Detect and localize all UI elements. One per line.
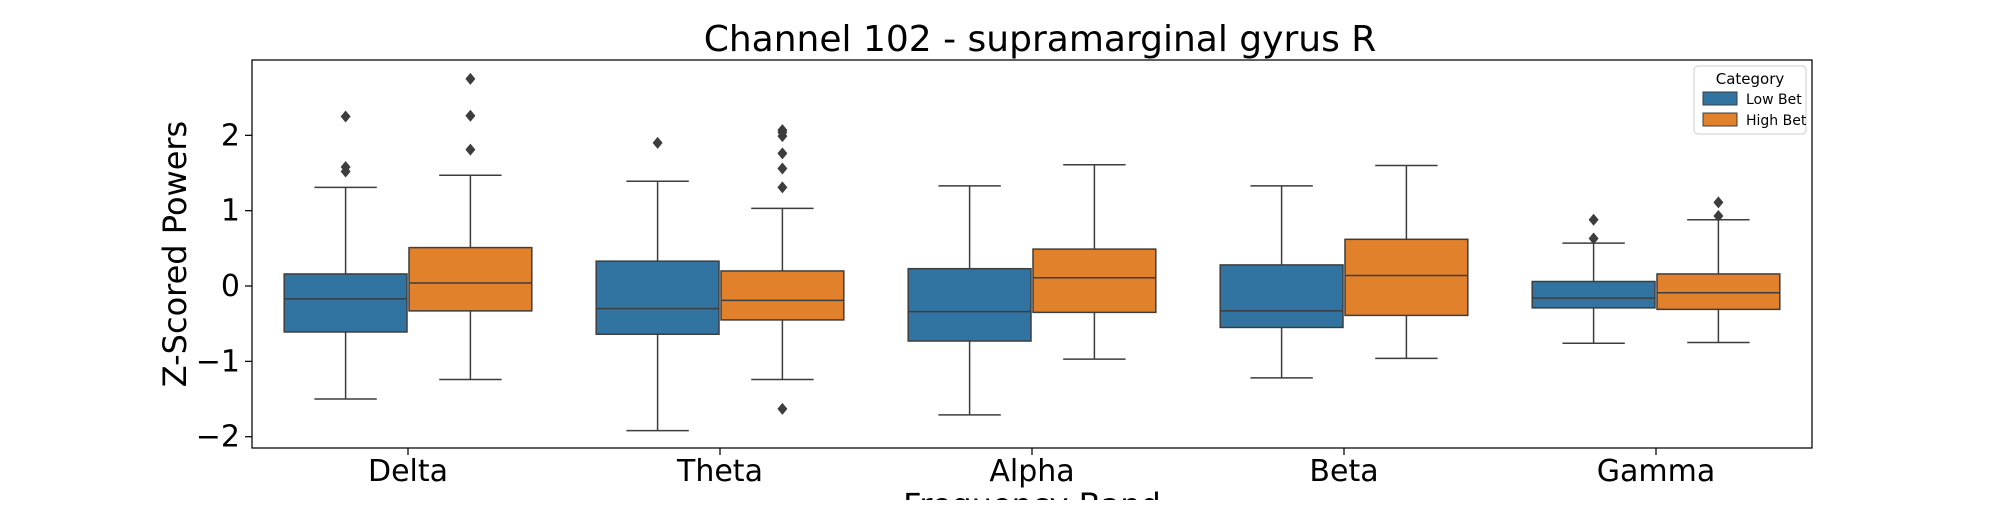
outlier-point — [1588, 232, 1599, 245]
outlier-point — [465, 109, 476, 122]
x-axis-label: Frequency Band — [903, 486, 1161, 500]
box — [283, 273, 408, 333]
legend-label: Low Bet — [1746, 92, 1802, 108]
y-axis: −2 −1 0 1 2 — [196, 118, 252, 455]
outlier-point — [465, 72, 476, 85]
legend: Category Low Bet High Bet — [1693, 65, 1807, 135]
outlier-point — [777, 181, 788, 194]
box — [595, 260, 720, 335]
x-tick-label: Theta — [676, 454, 763, 489]
y-tick-label: 2 — [221, 118, 240, 153]
outlier-point — [777, 124, 788, 137]
outlier-point — [340, 160, 351, 173]
outlier-point — [1713, 209, 1724, 222]
y-tick-label: −2 — [196, 420, 240, 455]
plot-marks — [283, 72, 1781, 432]
x-tick-label: Gamma — [1597, 454, 1715, 489]
outlier-point — [340, 110, 351, 123]
y-axis-label: Z-Scored Powers — [156, 121, 194, 387]
x-tick-label: Alpha — [989, 454, 1074, 489]
legend-swatch — [1702, 112, 1738, 127]
y-tick-label: −1 — [196, 344, 240, 379]
box — [1032, 248, 1157, 314]
box — [1219, 264, 1344, 329]
legend-swatch — [1702, 91, 1738, 106]
series-0 — [283, 110, 1656, 432]
outlier-point — [777, 147, 788, 160]
outlier-point — [1588, 213, 1599, 226]
legend-entries: Low Bet High Bet — [1702, 91, 1807, 129]
y-tick-label: 1 — [221, 194, 240, 229]
outlier-point — [777, 162, 788, 175]
outlier-point — [1713, 196, 1724, 209]
outlier-point — [465, 143, 476, 156]
legend-label: High Bet — [1746, 113, 1807, 129]
chart-title: Channel 102 - supramarginal gyrus R — [704, 19, 1377, 60]
box — [1531, 280, 1656, 309]
box — [1656, 273, 1781, 311]
box — [907, 267, 1032, 342]
outlier-point — [652, 136, 663, 149]
x-tick-label: Beta — [1309, 454, 1378, 489]
y-tick-label: 0 — [221, 269, 240, 304]
x-axis: Delta Theta Alpha Beta Gamma — [368, 448, 1715, 489]
box — [408, 246, 533, 312]
series-1 — [408, 72, 1781, 415]
x-tick-label: Delta — [368, 454, 448, 489]
outlier-point — [777, 402, 788, 415]
legend-title: Category — [1716, 70, 1785, 88]
box — [720, 270, 845, 321]
box — [1344, 238, 1469, 317]
